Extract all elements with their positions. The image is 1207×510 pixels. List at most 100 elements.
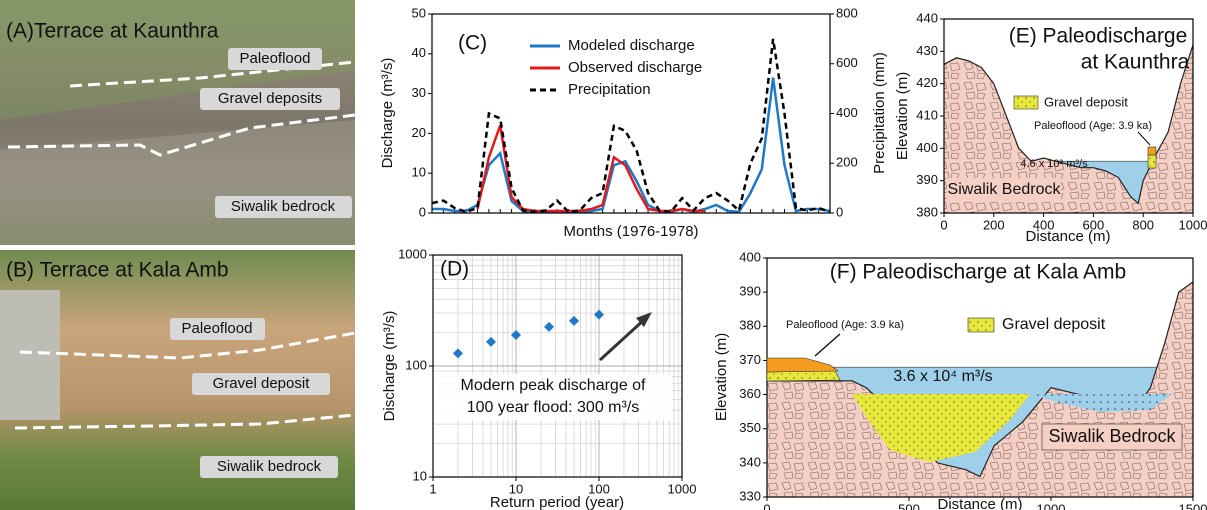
point <box>486 336 497 347</box>
y-tick-label: 40 <box>412 45 426 60</box>
plot-frame <box>943 18 1194 214</box>
photo-b: (B) Terrace at Kala Amb Paleoflood Grave… <box>0 250 356 510</box>
chart-title: (F) Paleodischarge at Kala Amb <box>830 261 1126 284</box>
x-tick-label: 800 <box>1132 217 1154 232</box>
label-box <box>170 318 265 340</box>
x-tick-label: 10 <box>509 481 523 496</box>
y-tick-label: 10 <box>413 468 427 483</box>
y2-tick-label: 800 <box>836 5 858 20</box>
x-tick-label: 1000 <box>668 481 697 496</box>
paleoflood-deposit <box>1147 146 1157 156</box>
x-tick-label: 400 <box>1033 217 1055 232</box>
dashed-line <box>7 113 356 157</box>
photo-label: Paleoflood <box>240 50 311 67</box>
series-line <box>432 77 831 214</box>
chart-title: (E) Paleodischarge <box>1009 25 1188 48</box>
x-axis-label: Return period (year) <box>490 494 624 510</box>
y-axis-label: Elevation (m) <box>894 72 911 160</box>
annotation: Siwalik Bedrock <box>1048 426 1176 446</box>
legend-label: Modeled discharge <box>568 37 695 54</box>
annotation-bg <box>434 374 672 420</box>
annotation: 100 year flood: 300 m³/s <box>467 399 640 416</box>
annotation: 4.6 x 10³ m³/s <box>1020 158 1088 170</box>
photo-a: (A)Terrace at Kaunthra Paleoflood Gravel… <box>0 0 356 245</box>
chart: 0 10 20 30 40 50 0 200 400 600 800 Modeled discharg… <box>412 5 858 219</box>
y-axis-label: Discharge (m³/s) <box>381 311 398 422</box>
y2-tick-label: 600 <box>836 55 858 70</box>
gravel-deposit <box>766 370 841 382</box>
point <box>544 321 555 332</box>
label-box <box>215 196 352 218</box>
arrow <box>814 333 841 357</box>
x-tick-label: 0 <box>763 501 770 510</box>
gravel-deposit <box>1030 394 1172 412</box>
x-tick-label: 1500 <box>1179 501 1207 510</box>
y-tick-label: 420 <box>916 75 938 90</box>
y-tick-label: 440 <box>916 10 938 25</box>
series-line <box>431 38 831 214</box>
x-axis-label: Distance (m) <box>1025 228 1110 245</box>
photo-label: Siwalik bedrock <box>231 198 336 215</box>
y2-tick-label: 400 <box>836 105 858 120</box>
x-tick-label: 0 <box>940 217 947 232</box>
x-tick-label: 1 <box>429 481 436 496</box>
annotation: Paleoflood (Age: 3.9 ka) <box>786 319 904 331</box>
y-tick-label: 390 <box>916 172 938 187</box>
arrow-head <box>636 312 652 327</box>
bedrock <box>944 44 1193 214</box>
annotation: Paleoflood (Age: 3.9 ka) <box>1034 120 1152 132</box>
legend-label: Precipitation <box>568 81 651 98</box>
point <box>511 330 521 341</box>
y-tick-label: 1000 <box>398 246 427 261</box>
legend-label: Gravel deposit <box>1002 316 1106 333</box>
photo-title: (B) Terrace at Kala Amb <box>6 259 229 282</box>
photo-label: Gravel deposit <box>213 375 311 392</box>
label-box <box>228 48 322 70</box>
y2-tick-label: 200 <box>836 155 858 170</box>
y-tick-label: 380 <box>739 318 761 333</box>
wall <box>0 290 60 420</box>
y-tick-label: 100 <box>405 357 427 372</box>
y-tick-label: 340 <box>739 454 761 469</box>
y-tick-label: 20 <box>412 125 426 140</box>
label-box <box>200 456 338 478</box>
photo-title: (A)Terrace at Kaunthra <box>6 20 219 43</box>
y2-axis-label: Precipitation (mm) <box>871 52 888 174</box>
label-bg <box>947 178 1061 202</box>
annotation: 3.6 x 10⁴ m³/s <box>893 368 992 385</box>
y-axis-label: Elevation (m) <box>713 333 730 421</box>
x-tick-label: 1000 <box>1179 217 1207 232</box>
label-box <box>192 373 330 395</box>
arrow <box>598 316 648 362</box>
x-tick-label: 500 <box>898 501 920 510</box>
label-bg <box>1041 423 1183 451</box>
point <box>452 348 463 359</box>
y-tick-label: 380 <box>916 204 938 219</box>
photo-label: Gravel deposits <box>218 90 322 107</box>
arrow <box>1137 131 1151 146</box>
y2-tick-label: 0 <box>836 204 843 219</box>
vegetation <box>0 0 355 120</box>
chart-title: at Kaunthra <box>1081 51 1190 74</box>
x-tick-label: 600 <box>1083 217 1105 232</box>
ground-profile <box>767 281 1194 478</box>
y-tick-label: 370 <box>739 352 761 367</box>
y-tick-label: 400 <box>916 140 938 155</box>
annotation: Modern peak discharge of <box>461 377 647 394</box>
x-tick-label: 100 <box>588 481 610 496</box>
gravel-deposit <box>1147 154 1157 169</box>
dashed-line <box>19 331 356 360</box>
annotation: Siwalik Bedrock <box>948 181 1062 198</box>
paleoflood-deposit <box>766 357 839 373</box>
x-axis-label: Distance (m) <box>937 496 1022 510</box>
y-tick-label: 360 <box>739 386 761 401</box>
x-tick-label: 1000 <box>1037 501 1066 510</box>
chart-title: (D) <box>440 258 469 281</box>
y-tick-label: 330 <box>739 488 761 503</box>
point <box>594 309 604 320</box>
x-axis-label: Months (1976-1978) <box>563 223 698 240</box>
legend-label: Observed discharge <box>568 59 702 76</box>
y-tick-label: 410 <box>916 107 938 122</box>
gravel-deposit <box>852 394 1030 462</box>
